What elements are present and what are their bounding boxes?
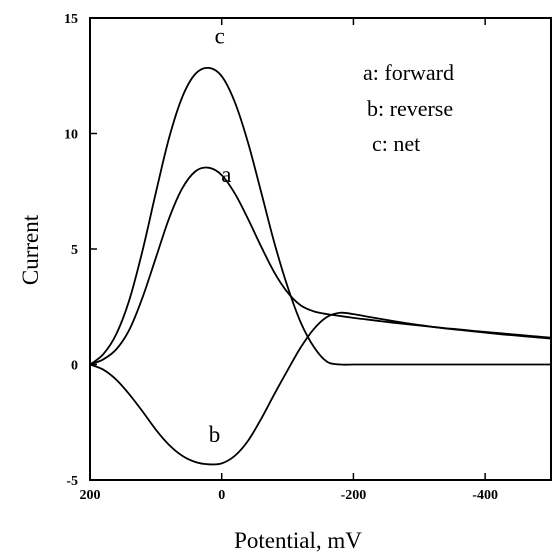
curve-label-b: b xyxy=(209,422,221,447)
y-axis-ticks: -5 0 5 10 15 xyxy=(64,12,97,489)
y-tick-label: 0 xyxy=(71,359,78,374)
legend-entry: c: net xyxy=(372,131,420,156)
curve-label-c: c xyxy=(215,23,225,48)
curve-label-a: a xyxy=(221,162,231,187)
x-axis-label: Potential, mV xyxy=(234,528,362,553)
series-b-line xyxy=(89,311,552,466)
curves xyxy=(89,66,552,466)
x-tick-label: -400 xyxy=(472,488,498,503)
series-a-line xyxy=(89,166,552,366)
legend: a: forward b: reverse c: net xyxy=(363,60,454,156)
y-tick-label: 5 xyxy=(71,243,78,258)
x-axis-ticks: 200 0 -200 -400 xyxy=(80,18,498,503)
x-tick-label: -200 xyxy=(341,488,367,503)
y-axis-label: Current xyxy=(18,214,43,285)
curve-labels: c a b xyxy=(209,23,232,446)
y-tick-label: 15 xyxy=(64,12,78,27)
x-tick-label: 0 xyxy=(218,488,225,503)
legend-entry: b: reverse xyxy=(367,96,453,121)
y-tick-label: -5 xyxy=(66,474,78,489)
x-tick-label: 200 xyxy=(80,488,101,503)
series-c-line xyxy=(89,66,551,366)
legend-entry: a: forward xyxy=(363,60,454,85)
y-tick-label: 10 xyxy=(64,128,78,143)
